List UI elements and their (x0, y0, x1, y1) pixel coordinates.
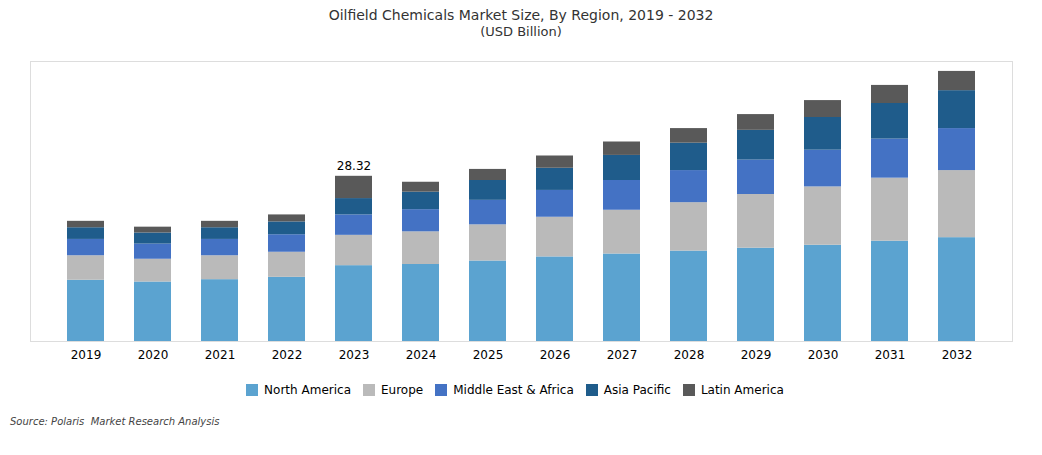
svg-text:2031: 2031 (875, 348, 906, 362)
html-text:Oilfield Chemicals Market Size: Oilfield Chemicals Market Size, By Regio… (328, 7, 714, 23)
html-text:Europe: Europe (381, 382, 424, 397)
html-text:Latin America: Latin America (700, 382, 784, 397)
svg-text:2032: 2032 (942, 348, 973, 362)
svg-text:28.32: 28.32 (337, 159, 371, 173)
svg-text:2024: 2024 (406, 348, 437, 362)
svg-text:2030: 2030 (808, 348, 839, 362)
svg-text:2021: 2021 (205, 348, 236, 362)
svg-text:2029: 2029 (741, 348, 772, 362)
svg-text:2025: 2025 (473, 348, 504, 362)
svg-text:2022: 2022 (272, 348, 303, 362)
svg-text:2028: 2028 (674, 348, 705, 362)
html-text:Source: Polaris Market Researc: Source: Polaris Market Research Analysis (10, 416, 220, 428)
html-text:Asia Pacific: Asia Pacific (603, 382, 671, 397)
svg-text:2023: 2023 (339, 348, 370, 362)
svg-text:2026: 2026 (540, 348, 571, 362)
svg-text:2020: 2020 (138, 348, 169, 362)
svg-text:2027: 2027 (607, 348, 638, 362)
html-text:North America: North America (264, 382, 351, 397)
html-text:Middle East & Africa: Middle East & Africa (453, 382, 574, 397)
svg-text:2019: 2019 (71, 348, 102, 362)
html-text:(USD Billion): (USD Billion) (480, 24, 562, 40)
